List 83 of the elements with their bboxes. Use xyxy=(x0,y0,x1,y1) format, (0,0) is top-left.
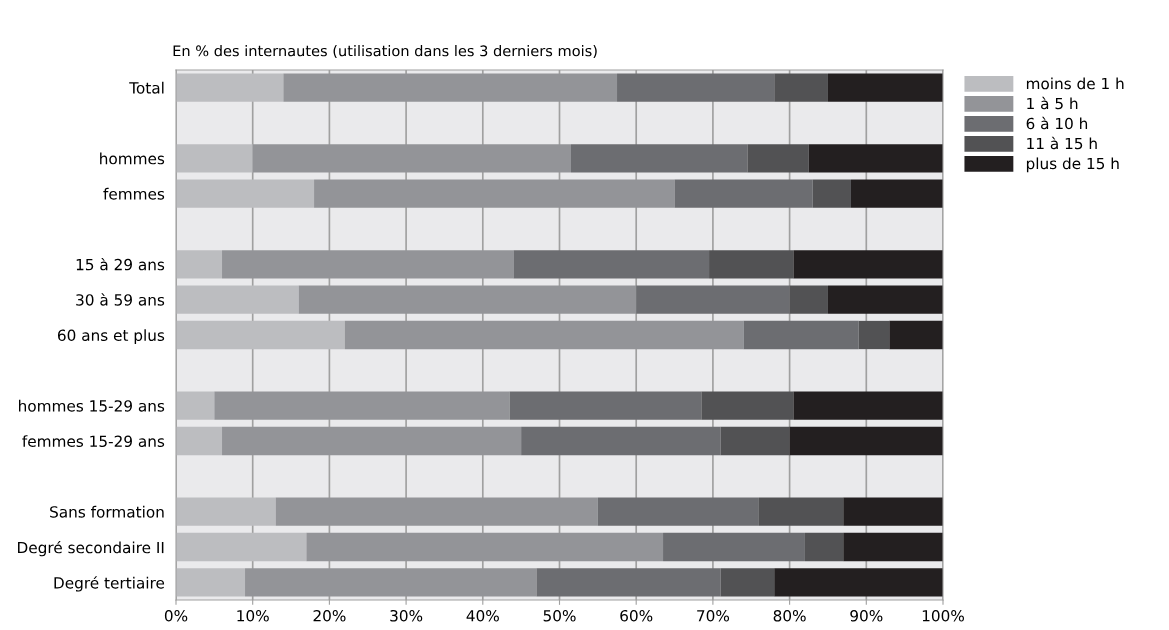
x-tick-label: 30% xyxy=(390,609,423,622)
x-tick-label: 90% xyxy=(850,609,883,622)
bar xyxy=(720,568,775,597)
y-tick-label: 60 ans et plus xyxy=(57,329,165,344)
x-tick-label: 100% xyxy=(922,609,964,622)
bar xyxy=(743,320,859,350)
bar xyxy=(509,391,702,420)
bar xyxy=(789,285,828,314)
bar xyxy=(758,497,844,526)
bar xyxy=(252,144,572,173)
legend-label: moins de 1 h xyxy=(1026,77,1124,90)
x-tick-label: 0% xyxy=(164,609,188,622)
bar xyxy=(793,250,943,279)
bar xyxy=(306,532,664,562)
bar xyxy=(808,144,943,173)
bar xyxy=(521,426,721,456)
bar xyxy=(720,426,790,456)
legend-label: 11 à 15 h xyxy=(1027,136,1097,150)
bar xyxy=(793,391,943,420)
y-tick-label: Sans formation xyxy=(50,505,164,518)
legend-label: plus de 15 h xyxy=(1026,157,1119,173)
bar xyxy=(843,497,943,526)
bar xyxy=(176,73,284,102)
y-tick-label: Degré tertiaire xyxy=(54,576,165,592)
bar xyxy=(176,144,253,173)
bar xyxy=(176,179,315,208)
bar xyxy=(709,250,794,279)
x-tick-label: 40% xyxy=(466,609,499,622)
bar xyxy=(701,391,794,420)
y-tick-label: 30 à 59 ans xyxy=(76,293,165,306)
y-tick-label: Total xyxy=(129,81,164,94)
bar xyxy=(536,568,721,597)
bar xyxy=(789,426,943,456)
bar xyxy=(176,497,276,526)
x-tick-label: 60% xyxy=(620,609,653,622)
bar xyxy=(222,250,514,279)
bar xyxy=(889,320,943,350)
bar xyxy=(513,250,710,279)
bar xyxy=(597,497,759,526)
bar xyxy=(298,285,637,314)
x-tick-label: 10% xyxy=(237,609,269,622)
bar xyxy=(176,285,299,314)
bar xyxy=(827,285,943,314)
bar xyxy=(176,320,345,350)
bar xyxy=(858,320,890,350)
bar xyxy=(176,250,223,279)
bar xyxy=(176,391,215,420)
bar xyxy=(850,179,943,208)
y-tick-label: hommes 15-29 ans xyxy=(19,399,165,412)
bar xyxy=(222,426,522,456)
y-tick-label: 15 à 29 ans xyxy=(76,257,165,271)
bar xyxy=(827,73,943,102)
bar xyxy=(176,568,246,597)
y-tick-label: femmes 15-29 ans xyxy=(22,435,165,448)
bar xyxy=(571,144,748,173)
bar xyxy=(314,179,675,208)
bar xyxy=(283,73,618,102)
bar xyxy=(636,285,790,314)
x-tick-label: 70% xyxy=(697,609,730,622)
legend-label: 1 à 5 h xyxy=(1027,96,1078,110)
x-tick-label: 50% xyxy=(543,609,576,622)
bar xyxy=(176,426,223,456)
bar xyxy=(245,568,537,597)
bar xyxy=(804,532,844,562)
x-tick-label: 80% xyxy=(773,609,806,622)
bar xyxy=(843,532,943,562)
x-tick-label: 20% xyxy=(313,609,346,622)
y-tick-label: Degré secondaire II xyxy=(18,540,164,557)
bar xyxy=(214,391,510,420)
bar xyxy=(663,532,805,562)
y-tick-label: femmes xyxy=(103,187,165,200)
bar xyxy=(812,179,851,208)
y-tick-label: hommes xyxy=(100,152,165,165)
bar xyxy=(747,144,809,173)
legend-label: 6 à 10 h xyxy=(1026,116,1088,130)
bar xyxy=(774,568,943,597)
bar xyxy=(275,497,598,526)
bar xyxy=(344,320,744,350)
bar xyxy=(774,73,828,102)
bar xyxy=(674,179,813,208)
chart-title: En % des internautes (utilisation dans les 3 derniers mois) xyxy=(173,45,597,59)
bar xyxy=(176,532,307,562)
bar xyxy=(617,73,775,102)
